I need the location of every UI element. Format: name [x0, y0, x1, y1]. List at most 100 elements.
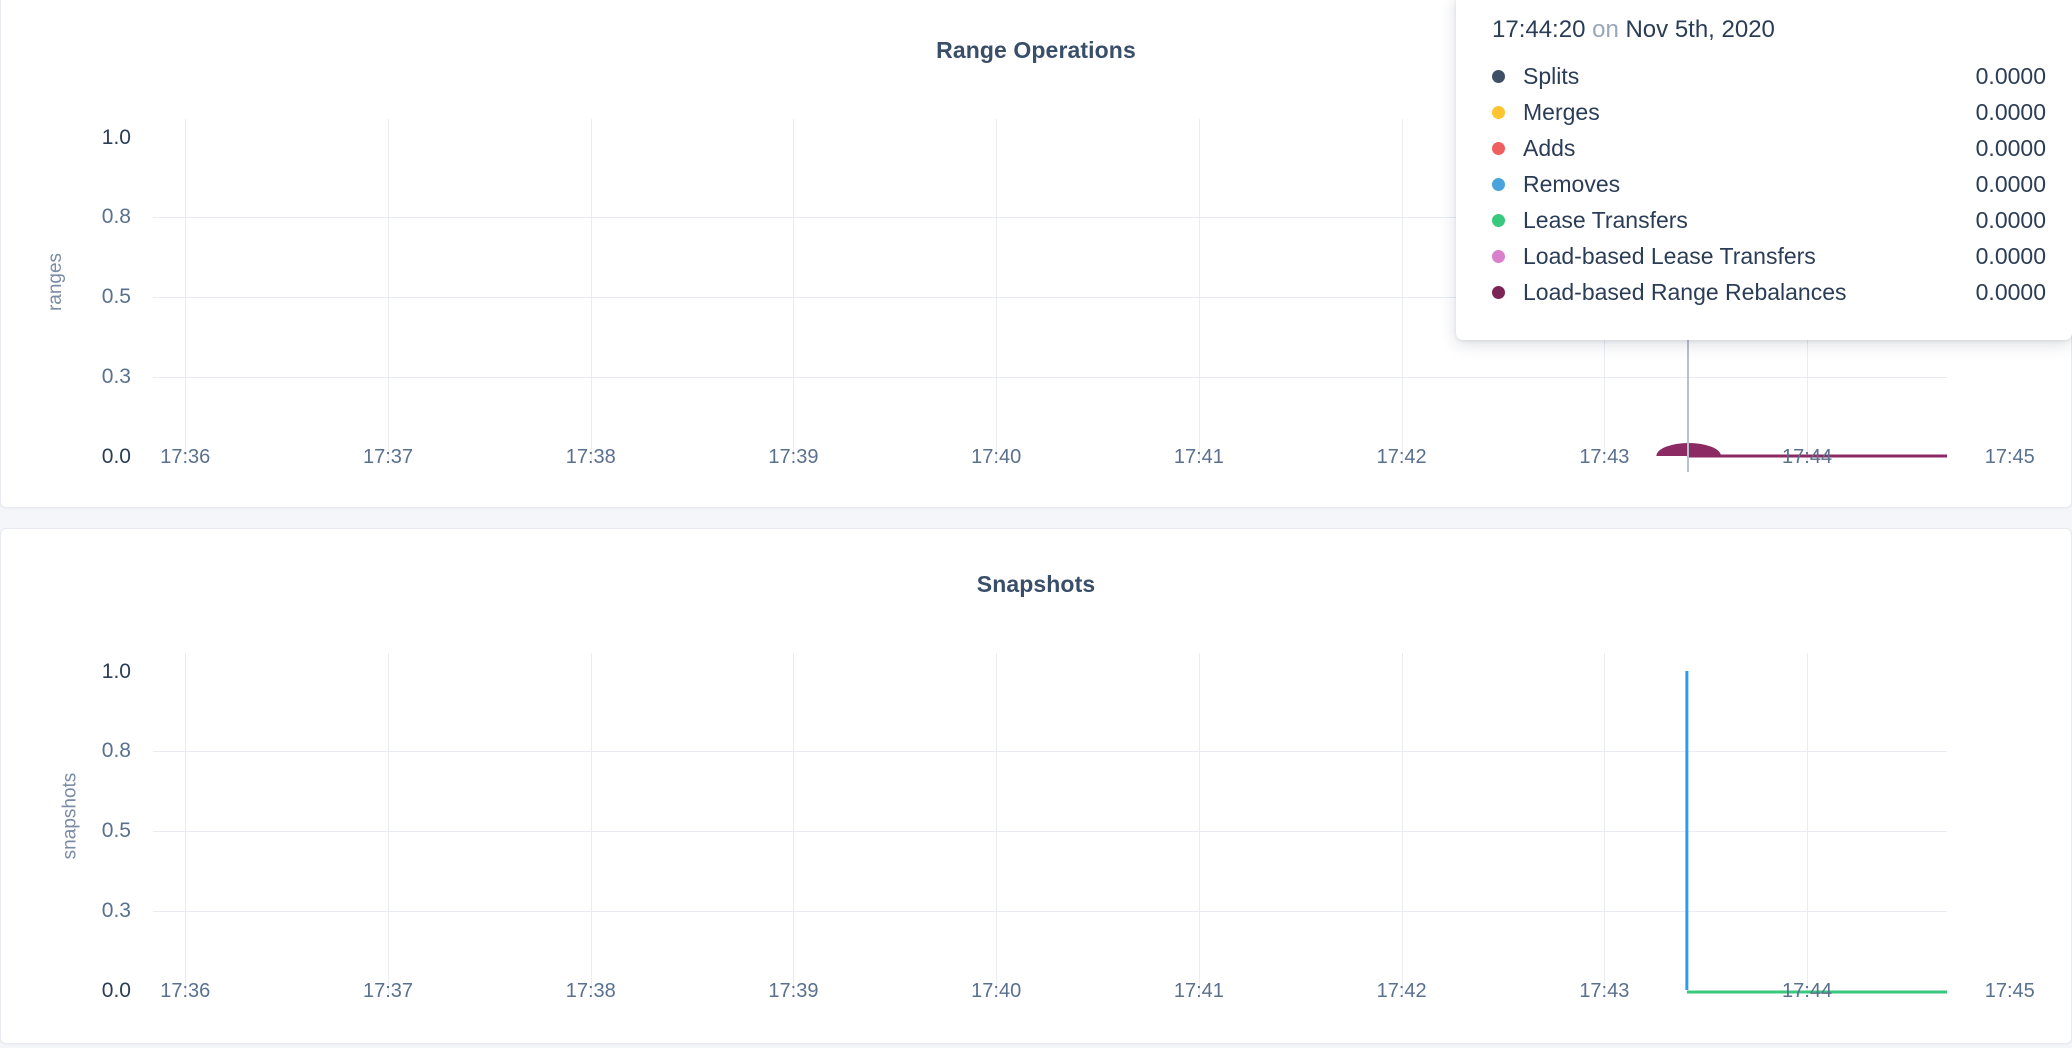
- x-tick: 17:36: [160, 980, 211, 1002]
- tooltip-row: Removes 0.0000: [1492, 166, 2046, 202]
- y-tick-0-8: 0.8: [101, 205, 131, 229]
- legend-dot-icon: [1492, 177, 1505, 191]
- tooltip-series-label: Merges: [1523, 98, 1600, 125]
- gridline-vertical: [1401, 118, 1403, 461]
- gridline-horizontal: [153, 831, 1947, 833]
- tooltip-row: Load-based Range Rebalances 0.0000: [1492, 274, 2046, 310]
- chart-card-snapshots: Snapshots snapshots 1.0 0.8 0.5 0.3 0.0: [0, 528, 2072, 1044]
- legend-dot-icon: [1492, 213, 1505, 227]
- y-tick-0-3: 0.3: [101, 899, 131, 922]
- tooltip-row: Adds 0.0000: [1492, 130, 2046, 166]
- gridline-vertical: [185, 118, 187, 461]
- legend-dot-icon: [1492, 285, 1505, 299]
- tooltip-series-label: Removes: [1523, 170, 1621, 197]
- x-tick: 17:44: [1782, 446, 1833, 468]
- x-tick: 17:43: [1579, 980, 1630, 1002]
- gridline-horizontal: [153, 751, 1947, 753]
- x-tick: 17:39: [768, 446, 819, 468]
- tooltip-row: Lease Transfers 0.0000: [1492, 202, 2046, 238]
- tooltip-series-label: Lease Transfers: [1523, 206, 1688, 233]
- gridline-vertical: [793, 118, 795, 461]
- y-tick-0-0: 0.0: [101, 978, 131, 1002]
- x-tick: 17:38: [565, 446, 616, 468]
- x-tick: 17:43: [1579, 446, 1630, 468]
- y-axis-range-operations: 1.0 0.8 0.5 0.3 0.0: [79, 92, 131, 472]
- gridline-vertical: [590, 118, 592, 461]
- tooltip-series-value: 0.0000: [1975, 242, 2046, 269]
- tooltip-series-value: 0.0000: [1975, 134, 2046, 161]
- tooltip-series-label: Load-based Range Rebalances: [1523, 278, 1847, 305]
- y-tick-0-8: 0.8: [101, 739, 131, 763]
- plot-surface-range-operations[interactable]: [153, 92, 1947, 472]
- tooltip-date: Nov 5th, 2020: [1625, 16, 1775, 43]
- x-tick: 17:41: [1173, 446, 1224, 468]
- gridline-vertical: [1604, 652, 1606, 995]
- tooltip-series-value: 0.0000: [1975, 98, 2046, 125]
- x-tick: 17:44: [1782, 980, 1833, 1002]
- tooltip-series-value: 0.0000: [1975, 206, 2046, 233]
- tooltip-series-list: Splits 0.0000 Merges 0.0000 Adds 0.0000 …: [1492, 58, 2046, 310]
- tooltip-on-word: on: [1592, 16, 1619, 43]
- y-tick-1-0: 1.0: [101, 125, 131, 149]
- legend-dot-icon: [1492, 105, 1505, 119]
- x-tick: 17:45: [1984, 446, 2035, 468]
- gridline-horizontal: [153, 911, 1947, 912]
- legend-dot-icon: [1492, 249, 1505, 263]
- y-axis-label-snapshots: snapshots: [59, 772, 81, 860]
- x-tick: 17:36: [160, 446, 211, 468]
- tooltip-row: Load-based Lease Transfers 0.0000: [1492, 238, 2046, 274]
- chart-title-range-operations: Range Operations: [936, 37, 1136, 63]
- y-tick-0-5: 0.5: [101, 819, 131, 843]
- gridline-vertical: [1198, 652, 1200, 995]
- plot-area-range-operations: ranges 1.0 0.8 0.5 0.3 0.0: [1, 92, 2072, 472]
- y-axis-snapshots: 1.0 0.8 0.5 0.3 0.0: [79, 626, 131, 1006]
- x-tick: 17:45: [1984, 980, 2035, 1002]
- gridline-vertical: [1198, 118, 1200, 461]
- chart-hover-tooltip: 17:44:20 on Nov 5th, 2020 Splits 0.0000 …: [1456, 0, 2072, 340]
- x-tick: 17:40: [971, 446, 1022, 468]
- gridline-vertical: [185, 652, 187, 995]
- x-tick: 17:42: [1376, 980, 1427, 1002]
- y-tick-0-0: 0.0: [101, 444, 131, 468]
- legend-dot-icon: [1492, 69, 1505, 83]
- tooltip-time: 17:44:20: [1492, 16, 1586, 43]
- series-snapshots-lines: [153, 626, 1947, 1006]
- tooltip-series-label: Splits: [1523, 62, 1580, 89]
- x-tick: 17:42: [1376, 446, 1427, 468]
- legend-dot-icon: [1492, 141, 1505, 155]
- y-tick-0-3: 0.3: [101, 365, 131, 388]
- gridline-horizontal: [153, 217, 1947, 219]
- tooltip-header: 17:44:20 on Nov 5th, 2020: [1492, 16, 2046, 44]
- gridline-vertical: [1807, 652, 1809, 995]
- y-tick-1-0: 1.0: [101, 659, 131, 683]
- tooltip-series-value: 0.0000: [1975, 170, 2046, 197]
- tooltip-series-label: Adds: [1523, 134, 1576, 161]
- gridline-vertical: [793, 652, 795, 995]
- x-tick: 17:41: [1173, 980, 1224, 1002]
- x-axis-range-operations: 17:36 17:37 17:38 17:39 17:40 17:41 17:4…: [153, 446, 2035, 480]
- x-tick: 17:39: [768, 980, 819, 1002]
- gridline-vertical: [996, 118, 998, 461]
- tooltip-series-value: 0.0000: [1975, 278, 2046, 305]
- gridline-vertical: [1401, 652, 1403, 995]
- plot-area-snapshots: snapshots 1.0 0.8 0.5 0.3 0.0: [1, 626, 2072, 1006]
- x-axis-snapshots: 17:36 17:37 17:38 17:39 17:40 17:41 17:4…: [153, 980, 2035, 1014]
- x-tick: 17:37: [362, 446, 414, 468]
- gridline-vertical: [388, 118, 389, 461]
- y-axis-label-ranges: ranges: [45, 252, 67, 312]
- tooltip-series-label: Load-based Lease Transfers: [1523, 242, 1816, 269]
- gridline-vertical: [388, 652, 389, 995]
- x-tick: 17:38: [565, 980, 616, 1002]
- plot-surface-snapshots[interactable]: [153, 626, 1947, 1006]
- tooltip-row: Splits 0.0000: [1492, 58, 2046, 94]
- gridline-vertical: [996, 652, 998, 995]
- tooltip-series-value: 0.0000: [1975, 62, 2046, 89]
- gridline-horizontal: [153, 297, 1947, 299]
- x-tick: 17:37: [362, 980, 414, 1002]
- y-tick-0-5: 0.5: [101, 285, 131, 309]
- tooltip-row: Merges 0.0000: [1492, 94, 2046, 130]
- gridline-horizontal: [153, 377, 1947, 378]
- chart-title-snapshots: Snapshots: [976, 571, 1096, 597]
- x-tick: 17:40: [971, 980, 1022, 1002]
